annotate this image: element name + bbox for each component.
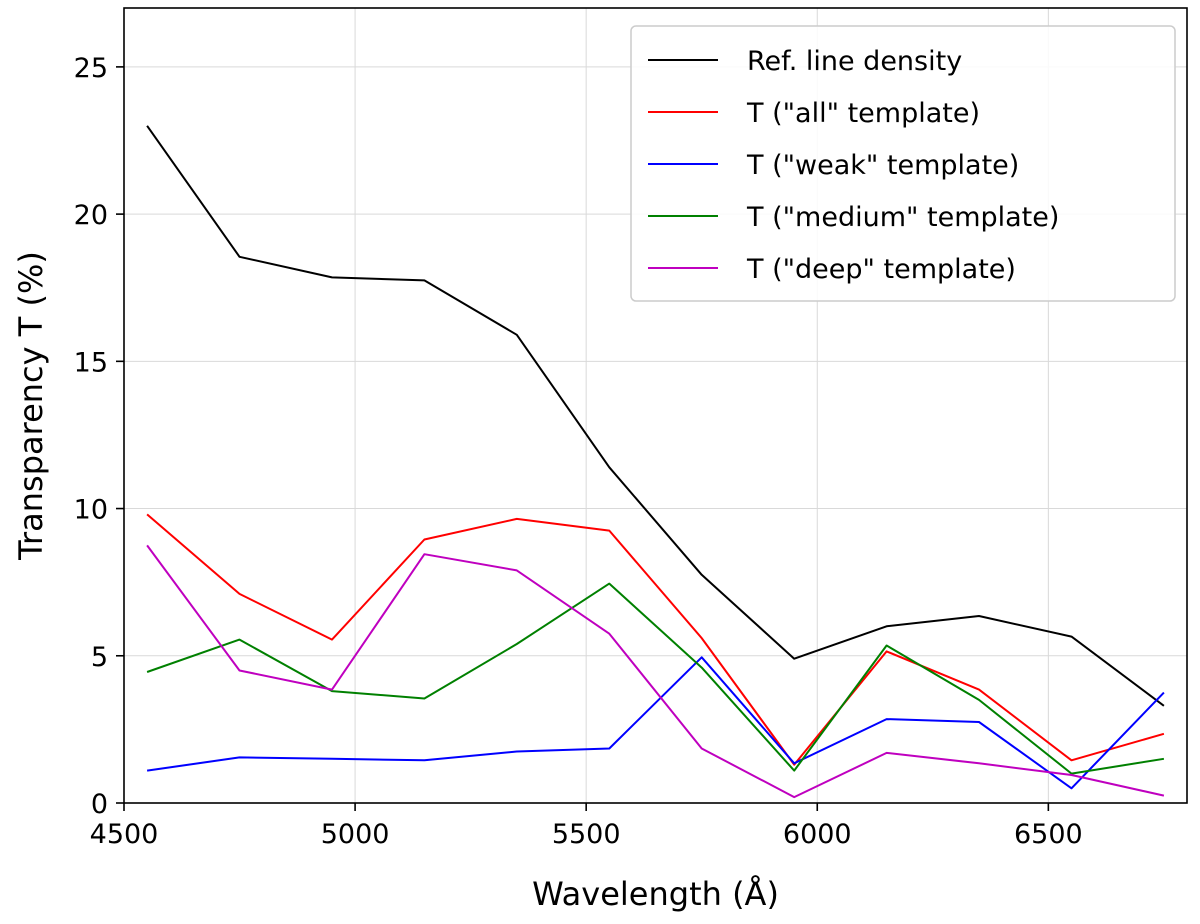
legend-frame [630,25,1176,302]
axis-ticks: 4500 5000 5500 6000 6500 0 5 10 15 20 25 [74,53,1083,850]
legend-label: T ("deep" template) [746,254,1016,285]
series-line-1 [146,513,1165,766]
x-tick-label: 4500 [90,819,159,850]
x-tick-label: 6000 [783,819,852,850]
legend-label: T ("medium" template) [746,202,1059,233]
y-tick-label: 10 [74,495,108,526]
y-tick-label: 25 [74,53,108,84]
legend-item: T ("deep" template) [648,254,1016,285]
x-tick-label: 5000 [321,819,390,850]
y-tick-label: 5 [91,642,108,673]
series-line-4 [146,544,1165,799]
legend-label: Ref. line density [747,46,962,77]
x-tick-label: 6500 [1014,819,1083,850]
legend: Ref. line density T ("all" template) T ("w… [630,25,1176,302]
legend-label: T ("all" template) [746,98,980,129]
legend-item: T ("medium" template) [648,202,1059,233]
legend-item: T ("weak" template) [648,150,1019,181]
legend-label: T ("weak" template) [746,150,1019,181]
legend-item: Ref. line density [648,46,962,77]
y-tick-label: 20 [74,200,108,231]
series-line-3 [146,582,1165,775]
y-tick-label: 0 [91,789,108,820]
x-axis-label: Wavelength (Å) [532,875,779,913]
legend-item: T ("all" template) [648,98,980,129]
series-lines [146,125,1165,799]
y-tick-label: 15 [74,347,108,378]
series-line-2 [146,656,1165,790]
x-tick-label: 5500 [552,819,621,850]
plot-frame [123,7,1188,804]
series-line-0 [146,125,1165,707]
y-axis-label: Transparency T (%) [12,251,50,561]
